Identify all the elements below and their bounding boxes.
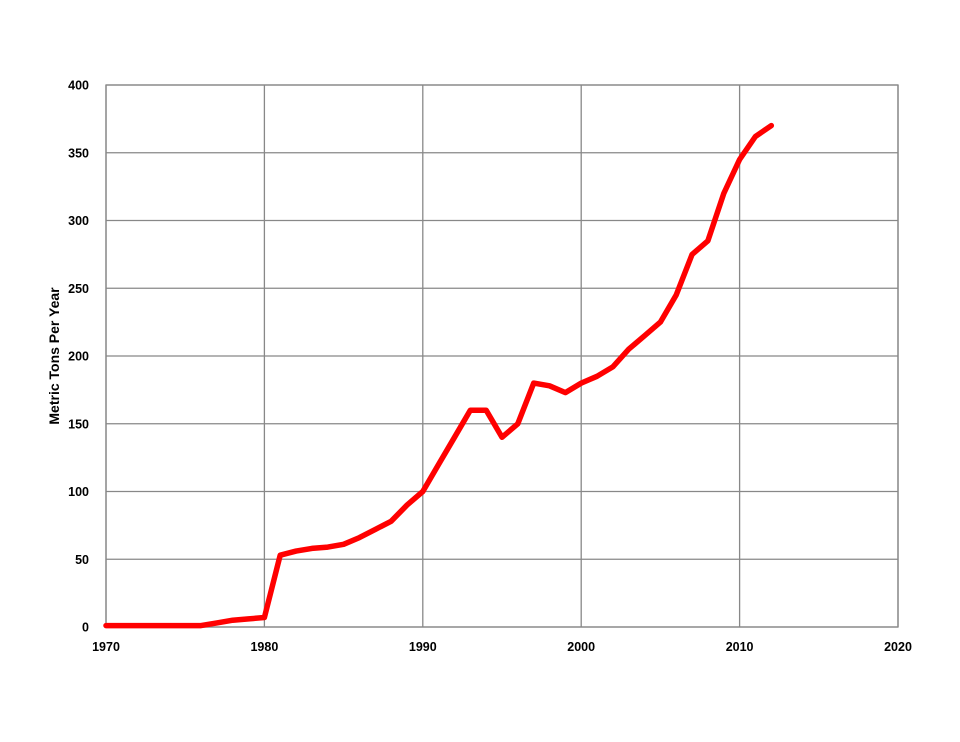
y-tick-label: 400 xyxy=(68,79,89,93)
plot-area xyxy=(105,84,899,628)
y-tick-label: 350 xyxy=(68,146,89,160)
x-tick-label: 1990 xyxy=(409,640,437,654)
y-tick-label: 250 xyxy=(68,282,89,296)
y-axis-title: Metric Tons Per Year xyxy=(46,287,62,425)
y-tick-label: 100 xyxy=(68,485,89,499)
y-tick-label: 0 xyxy=(82,621,89,635)
y-tick-label: 50 xyxy=(75,553,89,567)
series-layer xyxy=(103,122,775,629)
y-tick-label: 150 xyxy=(68,417,89,431)
x-tick-label: 2010 xyxy=(726,640,754,654)
y-tick-label: 200 xyxy=(68,350,89,364)
x-tick-label: 1980 xyxy=(250,640,278,654)
x-tick-label: 1970 xyxy=(92,640,120,654)
y-tick-label: 300 xyxy=(68,214,89,228)
series-line xyxy=(103,122,775,629)
x-tick-label: 2020 xyxy=(884,640,912,654)
y-axis: 0 50 100 150 200 250 300 350 400 xyxy=(68,79,89,635)
x-tick-label: 2000 xyxy=(567,640,595,654)
x-axis: 1970 1980 1990 2000 2010 2020 xyxy=(92,640,912,654)
gridlines xyxy=(105,84,899,628)
